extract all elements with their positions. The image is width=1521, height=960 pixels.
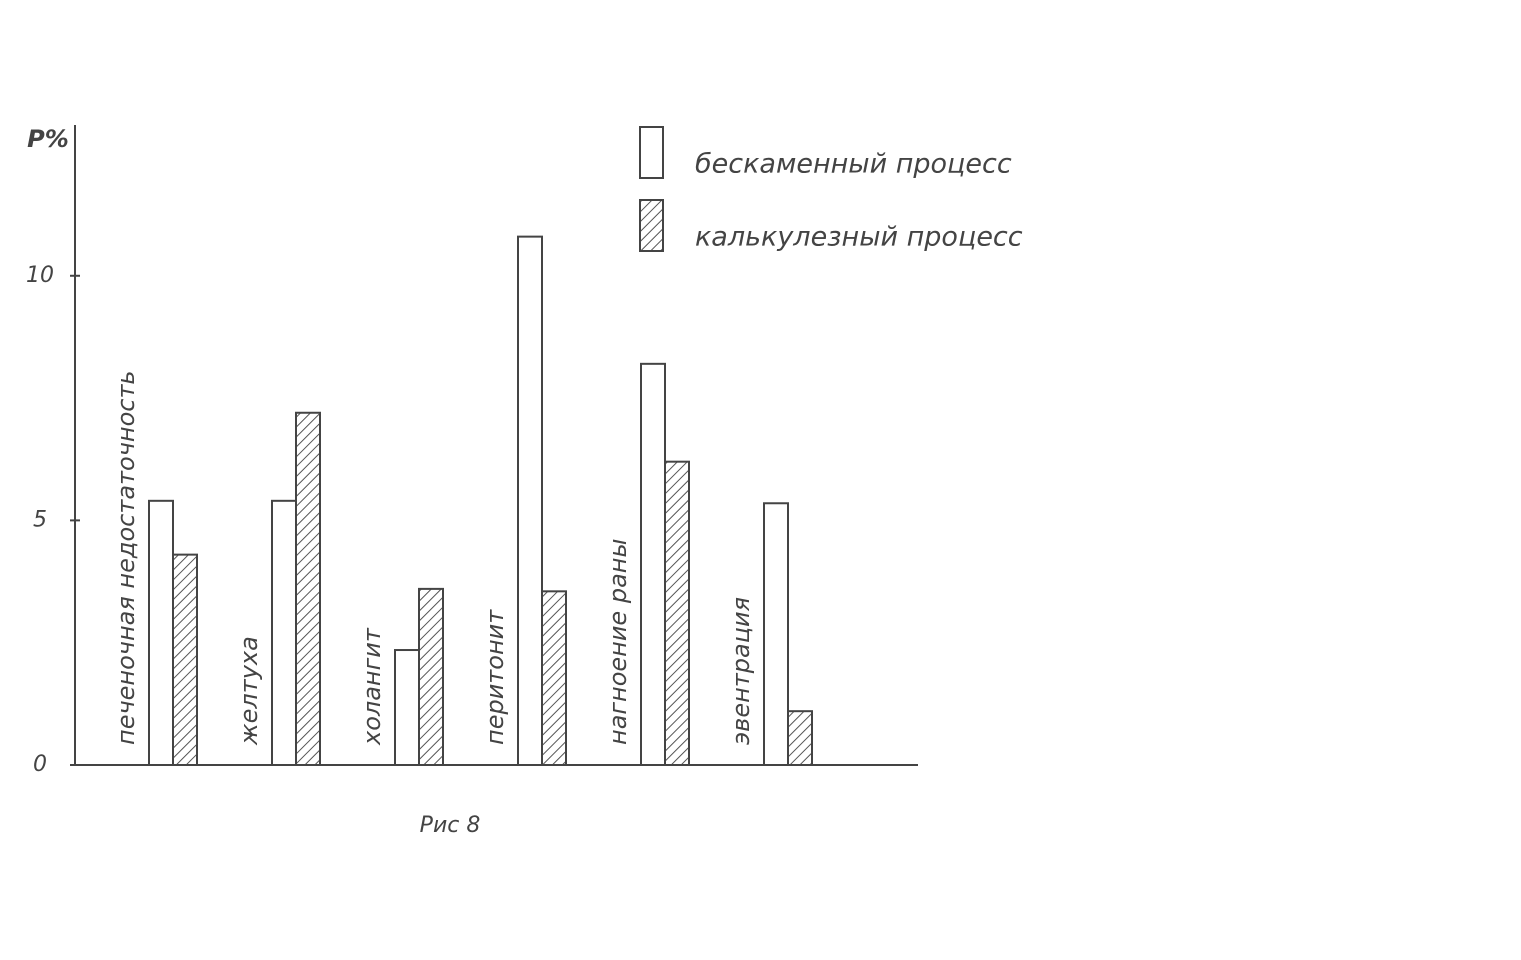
legend-swatch xyxy=(639,199,664,252)
legend-label: калькулезный процесс xyxy=(695,222,1023,253)
bar xyxy=(541,590,567,766)
bar xyxy=(271,499,297,766)
x-tick-label: перитонит xyxy=(481,609,509,745)
x-tick-label: печеночная недостаточность xyxy=(112,370,140,745)
bar xyxy=(418,587,444,767)
y-tick-label: 5 xyxy=(33,507,47,532)
x-tick-label: холангит xyxy=(358,627,386,746)
y-tick-label: 0 xyxy=(33,752,47,777)
y-axis-label: P% xyxy=(27,125,69,153)
legend-swatch xyxy=(639,126,664,179)
y-tick-label: 10 xyxy=(26,263,54,288)
bar xyxy=(295,411,321,766)
x-tick-label: нагноение раны xyxy=(604,539,632,745)
bar xyxy=(640,362,666,766)
bar xyxy=(394,649,420,766)
bar xyxy=(148,499,174,766)
caption: Рис 8 xyxy=(420,813,481,838)
bar xyxy=(172,553,198,767)
bar xyxy=(664,460,690,766)
bar xyxy=(763,502,789,766)
legend-label: бескаменный процесс xyxy=(695,149,1012,180)
bar xyxy=(787,710,813,767)
x-tick-label: эвентрация xyxy=(727,597,755,745)
bar xyxy=(517,235,543,766)
x-tick-label: желтуха xyxy=(235,636,263,746)
